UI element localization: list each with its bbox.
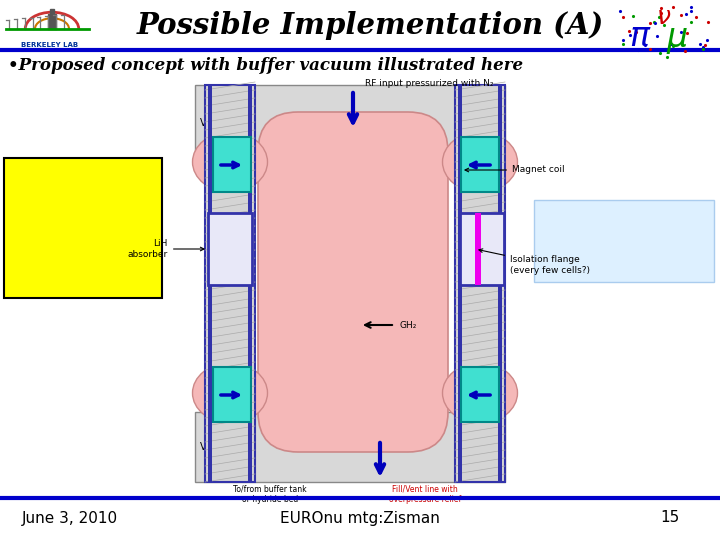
Bar <box>458 85 462 482</box>
Bar <box>498 85 502 482</box>
Text: BERKELEY LAB: BERKELEY LAB <box>22 42 78 48</box>
Text: $\mu$: $\mu$ <box>665 23 688 56</box>
Ellipse shape <box>192 132 268 192</box>
Bar <box>460 213 504 285</box>
Text: To/from buffer tank
or hydride bed: To/from buffer tank or hydride bed <box>233 485 307 504</box>
Text: Cavity must be a
pressure vessel!: Cavity must be a pressure vessel! <box>551 224 697 260</box>
Text: Gas only in cavity
and beam pipe;
permits cryogenic
operation if needed: Gas only in cavity and beam pipe; permit… <box>10 165 153 230</box>
Bar <box>461 137 499 192</box>
Text: RF input pressurized with N₂: RF input pressurized with N₂ <box>365 79 493 88</box>
Text: June 3, 2010: June 3, 2010 <box>22 510 118 525</box>
Bar <box>205 85 255 482</box>
Bar <box>195 85 505 155</box>
Text: Vacuum: Vacuum <box>200 118 239 128</box>
Text: Possible Implementation (A): Possible Implementation (A) <box>136 10 603 39</box>
Bar <box>213 137 251 192</box>
Bar <box>455 85 505 482</box>
Bar <box>475 213 481 285</box>
Text: EUROnu mtg:Zisman: EUROnu mtg:Zisman <box>280 510 440 525</box>
Ellipse shape <box>443 363 518 423</box>
Ellipse shape <box>443 132 518 192</box>
Text: Fill/Vent line with
overpressure relief: Fill/Vent line with overpressure relief <box>389 485 461 504</box>
Text: •Proposed concept with buffer vacuum illustrated here: •Proposed concept with buffer vacuum ill… <box>8 57 523 75</box>
Text: LiH
absorber: LiH absorber <box>127 239 204 259</box>
Bar <box>50 9 54 14</box>
Text: $\nu$: $\nu$ <box>656 5 672 29</box>
Bar <box>213 367 251 422</box>
Text: 15: 15 <box>660 510 680 525</box>
Text: Isolation flange
(every few cells?): Isolation flange (every few cells?) <box>479 249 590 275</box>
FancyBboxPatch shape <box>258 112 448 452</box>
Text: Magnet coil: Magnet coil <box>465 165 564 174</box>
Bar <box>534 200 714 282</box>
Bar <box>48 14 56 29</box>
Bar <box>461 367 499 422</box>
Text: GH₂: GH₂ <box>400 321 418 329</box>
Text: Vacuum: Vacuum <box>200 442 239 452</box>
Ellipse shape <box>192 363 268 423</box>
Bar <box>248 85 252 482</box>
Text: $\pi$: $\pi$ <box>629 20 652 53</box>
Bar <box>195 412 505 482</box>
Bar <box>4 158 162 298</box>
Bar <box>208 213 252 285</box>
Bar <box>208 85 212 482</box>
